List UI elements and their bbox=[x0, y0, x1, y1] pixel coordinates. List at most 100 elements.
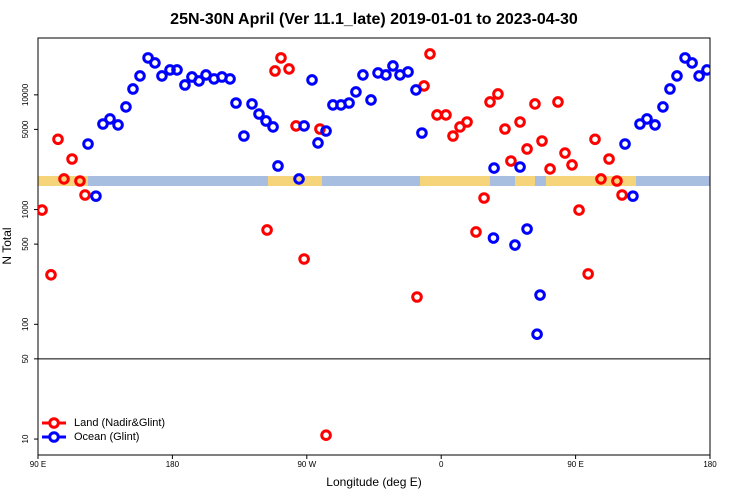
data-point bbox=[410, 84, 422, 96]
data-point bbox=[246, 98, 258, 110]
data-point bbox=[470, 226, 482, 238]
data-point bbox=[82, 138, 94, 150]
y-tick-label: 5000 bbox=[21, 120, 30, 138]
data-point bbox=[380, 69, 392, 81]
data-point bbox=[611, 175, 623, 187]
data-point bbox=[619, 138, 631, 150]
map-strip bbox=[38, 176, 710, 186]
data-point bbox=[416, 127, 428, 139]
y-axis-label: N Total bbox=[0, 227, 14, 264]
data-point bbox=[38, 204, 48, 216]
data-point bbox=[559, 147, 571, 159]
data-point bbox=[566, 159, 578, 171]
data-point bbox=[350, 86, 362, 98]
data-point bbox=[312, 137, 324, 149]
data-point bbox=[657, 101, 669, 113]
data-point bbox=[686, 57, 698, 69]
data-point bbox=[573, 204, 585, 216]
data-point bbox=[320, 125, 332, 137]
data-point bbox=[90, 190, 102, 202]
data-point bbox=[424, 48, 436, 60]
data-point bbox=[447, 130, 459, 142]
data-point bbox=[171, 64, 183, 76]
data-point bbox=[531, 328, 543, 341]
legend-label: Land (Nadir&Glint) bbox=[74, 417, 165, 429]
x-tick-label: 0 bbox=[439, 460, 444, 469]
data-point bbox=[253, 108, 265, 120]
data-point bbox=[641, 113, 653, 125]
data-point bbox=[478, 192, 490, 204]
legend-marker bbox=[48, 417, 60, 429]
data-point bbox=[306, 74, 318, 86]
data-point bbox=[267, 121, 279, 133]
data-point bbox=[74, 175, 86, 187]
data-point bbox=[112, 119, 124, 131]
data-point bbox=[536, 135, 548, 147]
data-point bbox=[461, 116, 473, 128]
y-tick-label: 1000 bbox=[21, 200, 30, 218]
data-point bbox=[79, 189, 91, 201]
data-point bbox=[582, 268, 594, 280]
data-point bbox=[616, 189, 628, 201]
data-point bbox=[603, 153, 615, 165]
data-point bbox=[164, 64, 176, 76]
data-point bbox=[104, 113, 116, 125]
data-point bbox=[320, 429, 332, 442]
data-point bbox=[509, 239, 521, 251]
data-point bbox=[230, 97, 242, 109]
data-point bbox=[521, 223, 533, 235]
data-point bbox=[179, 79, 191, 91]
data-point bbox=[120, 101, 132, 113]
plot-frame bbox=[37, 37, 711, 456]
data-point bbox=[45, 269, 57, 281]
data-point bbox=[521, 143, 533, 155]
data-point bbox=[664, 83, 676, 95]
data-point bbox=[365, 94, 377, 106]
data-point bbox=[589, 133, 601, 146]
data-point bbox=[293, 173, 305, 185]
y-tick-label: 50 bbox=[21, 354, 30, 363]
x-tick-label: 90 E bbox=[567, 460, 583, 469]
data-point bbox=[627, 190, 639, 202]
data-point bbox=[411, 291, 423, 303]
data-point bbox=[260, 115, 272, 127]
data-point bbox=[58, 173, 70, 185]
x-tick-label: 90 E bbox=[30, 460, 46, 469]
data-point bbox=[649, 119, 661, 131]
data-point bbox=[492, 88, 504, 100]
data-point bbox=[514, 116, 526, 128]
data-point bbox=[440, 109, 452, 121]
data-point bbox=[357, 69, 369, 81]
y-tick-label: 10000 bbox=[21, 83, 30, 106]
data-point bbox=[298, 253, 310, 265]
data-point bbox=[127, 83, 139, 95]
y-tick-label: 100 bbox=[21, 317, 30, 331]
data-point bbox=[261, 224, 273, 236]
data-point bbox=[701, 64, 710, 76]
y-tick-label: 500 bbox=[21, 237, 30, 251]
data-point bbox=[193, 75, 205, 87]
data-point bbox=[52, 133, 64, 146]
data-point bbox=[343, 97, 355, 109]
data-point bbox=[552, 96, 564, 108]
data-point bbox=[387, 60, 399, 72]
data-point bbox=[505, 155, 517, 167]
data-point bbox=[595, 173, 607, 185]
data-point bbox=[238, 130, 250, 142]
data-point bbox=[298, 120, 310, 132]
data-point bbox=[484, 96, 496, 108]
data-point bbox=[487, 232, 500, 244]
x-axis-label: Longitude (deg E) bbox=[326, 475, 421, 489]
legend-box bbox=[40, 414, 190, 448]
x-tick-label: 180 bbox=[166, 460, 180, 469]
data-point bbox=[499, 123, 511, 135]
data-point bbox=[431, 109, 443, 121]
x-tick-label: 180 bbox=[703, 460, 717, 469]
data-point bbox=[66, 153, 78, 165]
data-point bbox=[314, 123, 326, 135]
data-point bbox=[402, 66, 414, 78]
data-point bbox=[514, 161, 526, 173]
data-point bbox=[156, 70, 168, 82]
x-tick-label: 90 W bbox=[297, 460, 316, 469]
